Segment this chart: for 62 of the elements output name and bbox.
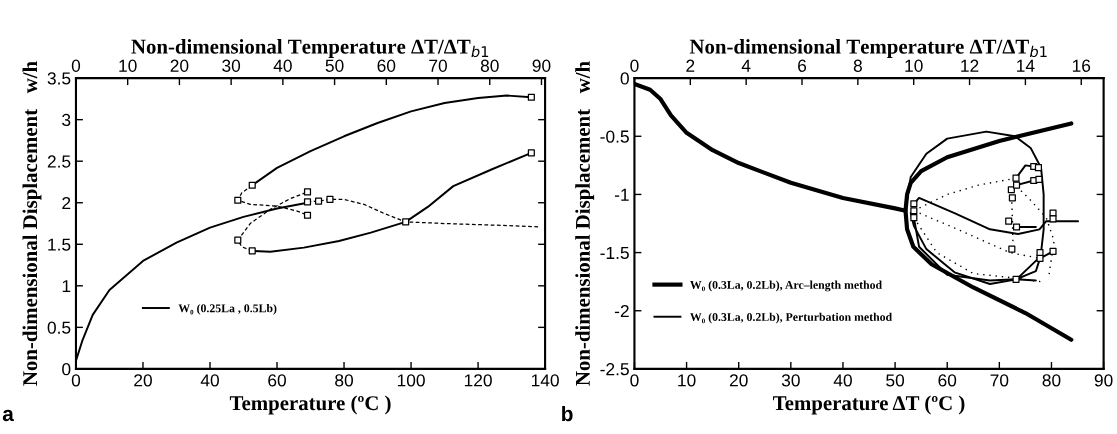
y-tick-label: 0 [62,363,71,376]
x2-tick-label: 20 [170,59,189,72]
x2-tick-label: 2 [686,59,695,72]
y-tick-label: 2.5 [47,155,71,168]
y-tick-label: -2 [614,304,629,318]
x2-tick-label: 0 [71,59,81,72]
x-tick-label: 30 [781,374,800,387]
y-tick-label: -1 [614,188,629,201]
x2-tick-label: 6 [798,59,807,72]
y-axis-title: Non-dimensional Displacement w/h [22,61,42,386]
x-tick-label: 50 [886,374,905,387]
x2-tick-label: 16 [1072,59,1091,72]
y-tick-label: 3.5 [47,72,71,85]
x-tick-label: 40 [200,374,219,387]
x-tick-label: 80 [335,374,354,387]
x2-tick-label: 80 [480,59,499,72]
y-tick-label: -0.5 [600,130,629,143]
x2-axis-title: Non-dimensional Temperature ΔT/ΔT$_{b1}$ [131,39,489,58]
x2-tick-label: 8 [853,59,862,72]
x2-tick-label: 40 [273,59,292,72]
x-tick-label: 60 [268,374,286,387]
x-tick-label: 20 [729,374,748,387]
y-tick-label: 2 [62,196,71,210]
y-tick-label: 3 [62,113,71,127]
x-tick-label: 90 [1094,374,1113,387]
x-tick-label: 140 [531,374,559,387]
x-tick-label: 60 [938,374,957,387]
y-tick-label: 0.5 [47,321,71,334]
y-axis-title: Non-dimensional Displacement w/h [575,61,595,386]
x-tick-label: 120 [464,374,492,387]
x2-tick-label: 12 [961,59,979,72]
legend-label: W₀ (0.25La , 0.5Lb) [178,303,277,315]
x2-tick-label: 14 [1017,59,1035,72]
x-axis-title: Temperature ΔT (ºC ) [773,395,965,415]
y-tick-label: 1.5 [48,238,71,251]
x2-tick-label: 60 [377,59,396,72]
x2-tick-label: 90 [532,59,551,72]
x-tick-label: 70 [990,374,1009,387]
x-tick-label: 10 [678,374,696,387]
x-tick-label: 0 [630,374,639,387]
x-tick-label: 80 [1042,374,1061,387]
x-tick-label: 100 [397,374,425,387]
text: b [562,405,573,422]
legend-label: W₀ (0.3La, 0.2Lb), Arc–length method [690,280,882,292]
legend-label: W₀ (0.3La, 0.2Lb), Perturbation method [690,312,893,324]
x-tick-label: 20 [134,374,152,387]
x-tick-label: 40 [833,374,852,387]
x2-tick-label: 50 [325,59,344,72]
y-tick-label: 1 [62,280,71,293]
x2-axis-title: Non-dimensional Temperature ΔT/ΔT$_{b1}$ [689,39,1047,58]
text: a [2,409,14,422]
y-tick-label: -2.5 [600,363,629,376]
x2-tick-label: 10 [119,59,137,72]
x2-tick-label: 0 [630,59,639,72]
y-tick-label: -1.5 [600,246,629,260]
x-tick-label: 0 [71,374,81,387]
x2-tick-label: 70 [429,59,447,72]
y-tick-label: 0 [620,72,629,85]
x2-tick-label: 10 [905,59,923,72]
x-axis-title: Temperature (ºC ) [229,395,391,415]
x2-tick-label: 4 [741,59,751,72]
x2-tick-label: 30 [222,59,241,72]
